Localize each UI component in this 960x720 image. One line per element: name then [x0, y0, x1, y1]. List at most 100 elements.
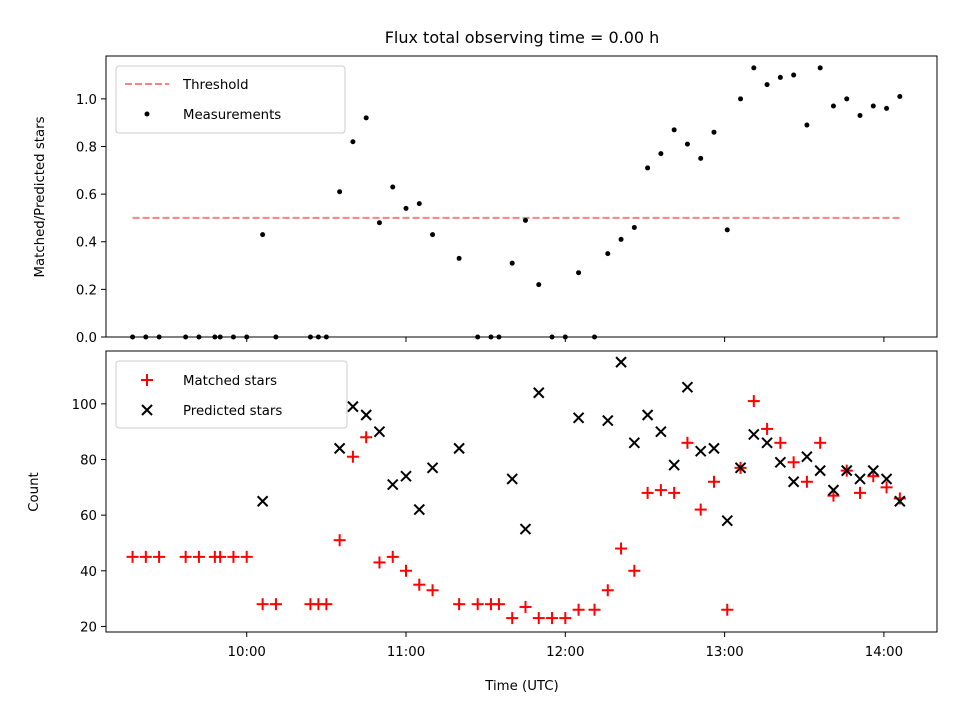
predicted-star-point: [413, 503, 425, 516]
top-panel: Matched/Predicted stars 0.0 0.2 0.4 0.6 0.8 1…: [33, 55, 938, 346]
predicted-star-point-b: [801, 451, 813, 463]
top-y-axis-label: Matched/Predicted stars: [33, 116, 48, 277]
predicted-star-point-b: [426, 462, 439, 474]
measurement-point: [791, 72, 797, 78]
matched-star-point: [400, 564, 413, 577]
x-tick-label: 10:00: [228, 645, 266, 660]
predicted-star-point: [761, 437, 773, 449]
predicted-star-point: [506, 473, 518, 485]
matched-star-point: [761, 422, 774, 435]
predicted-star-point: [387, 478, 399, 491]
matched-star-point: [694, 503, 707, 516]
bottom-y-tick-label: 80: [80, 454, 97, 469]
matched-star-point: [559, 612, 572, 625]
measurement-point: [671, 127, 677, 133]
matched-star-point: [373, 556, 386, 569]
predicted-star-point: [426, 462, 439, 474]
predicted-star-point: [628, 437, 641, 449]
measurement-point: [323, 334, 329, 340]
x-tick-label: 14:00: [865, 645, 903, 660]
matched-star-point: [721, 603, 734, 616]
top-legend: Threshold Measurements: [115, 65, 346, 134]
measurement-point: [337, 189, 343, 195]
predicted-star-point-b: [787, 476, 800, 488]
measurement-point: [230, 334, 236, 340]
matched-star-point: [471, 598, 484, 611]
predicted-star-point: [453, 442, 465, 455]
measurement-point: [156, 334, 162, 340]
matched-star-point: [320, 598, 333, 611]
matched-star-point: [227, 550, 240, 563]
matched-star-point: [800, 475, 813, 488]
matched-star-point: [681, 436, 694, 449]
measurement-point: [307, 334, 313, 340]
measurement-point: [549, 334, 555, 340]
measurement-point: [645, 165, 651, 171]
predicted-star-point-b: [347, 400, 359, 413]
predicted-star-point: [533, 387, 545, 399]
measurement-point: [844, 96, 850, 102]
predicted-star-point: [400, 470, 412, 482]
matched-star-point: [641, 486, 654, 499]
predicted-star-point-b: [533, 387, 545, 399]
predicted-star-point: [360, 409, 372, 421]
predicted-star-point: [774, 456, 787, 468]
measurement-point: [488, 334, 494, 340]
top-y-tick-label: 0.0: [76, 331, 97, 346]
bottom-legend-box: [115, 360, 348, 429]
predicted-star-point-b: [721, 515, 733, 527]
measurement-point: [143, 334, 149, 340]
predicted-star-point: [787, 476, 800, 488]
predicted-star-point-b: [373, 425, 386, 438]
measurement-point: [605, 251, 611, 257]
measurement-point: [273, 334, 279, 340]
matched-star-point: [139, 550, 152, 563]
predicted-star-point-b: [602, 414, 614, 427]
matched-star-point: [256, 598, 269, 611]
measurement-point: [576, 270, 582, 276]
predicted-star-point: [615, 356, 627, 368]
measurement-point: [698, 155, 704, 161]
matched-star-point: [854, 486, 867, 499]
legend-matched-swatch: [141, 374, 153, 386]
predicted-star-point: [668, 459, 680, 471]
predicted-star-point-b: [628, 437, 641, 449]
matched-star-point: [747, 395, 760, 408]
predicted-star-point-b: [615, 356, 627, 368]
predicted-star-point-b: [641, 409, 654, 421]
measurement-point: [857, 113, 863, 119]
measurement-point: [260, 232, 266, 238]
measurement-point: [509, 260, 515, 266]
matched-star-point: [867, 470, 880, 483]
predicted-star-point-b: [827, 484, 840, 496]
bottom-y-axis-label: Count: [27, 472, 42, 512]
predicted-star-point: [655, 425, 667, 438]
measurement-point: [315, 334, 321, 340]
matched-star-point: [426, 584, 439, 597]
predicted-star-point: [708, 442, 720, 455]
bottom-x-ticks: 10:00 11:00 12:00 13:00 14:00: [228, 632, 903, 660]
predicted-star-point-b: [748, 428, 760, 441]
predicted-star-point-b: [880, 473, 893, 485]
matched-star-point: [827, 489, 840, 502]
predicted-star-point-b: [400, 470, 412, 482]
bottom-y-tick-label: 20: [80, 620, 97, 635]
measurement-point: [830, 103, 836, 109]
measurement-point: [522, 217, 528, 223]
predicted-star-point-b: [867, 464, 879, 477]
predicted-star-point: [880, 473, 893, 485]
legend-predicted-swatch: [141, 404, 153, 416]
matched-star-point: [269, 598, 282, 611]
measurement-point: [777, 74, 783, 80]
predicted-star-point: [721, 515, 733, 527]
predicted-star-point-b: [814, 464, 826, 477]
measurement-point: [804, 122, 810, 128]
matched-star-point: [707, 475, 720, 488]
predicted-star-point: [734, 462, 747, 474]
measurement-point: [764, 82, 770, 88]
top-chart-title: Flux total observing time = 0.00 h: [385, 28, 660, 47]
measurement-point: [631, 224, 637, 230]
measurement-point: [817, 65, 823, 71]
